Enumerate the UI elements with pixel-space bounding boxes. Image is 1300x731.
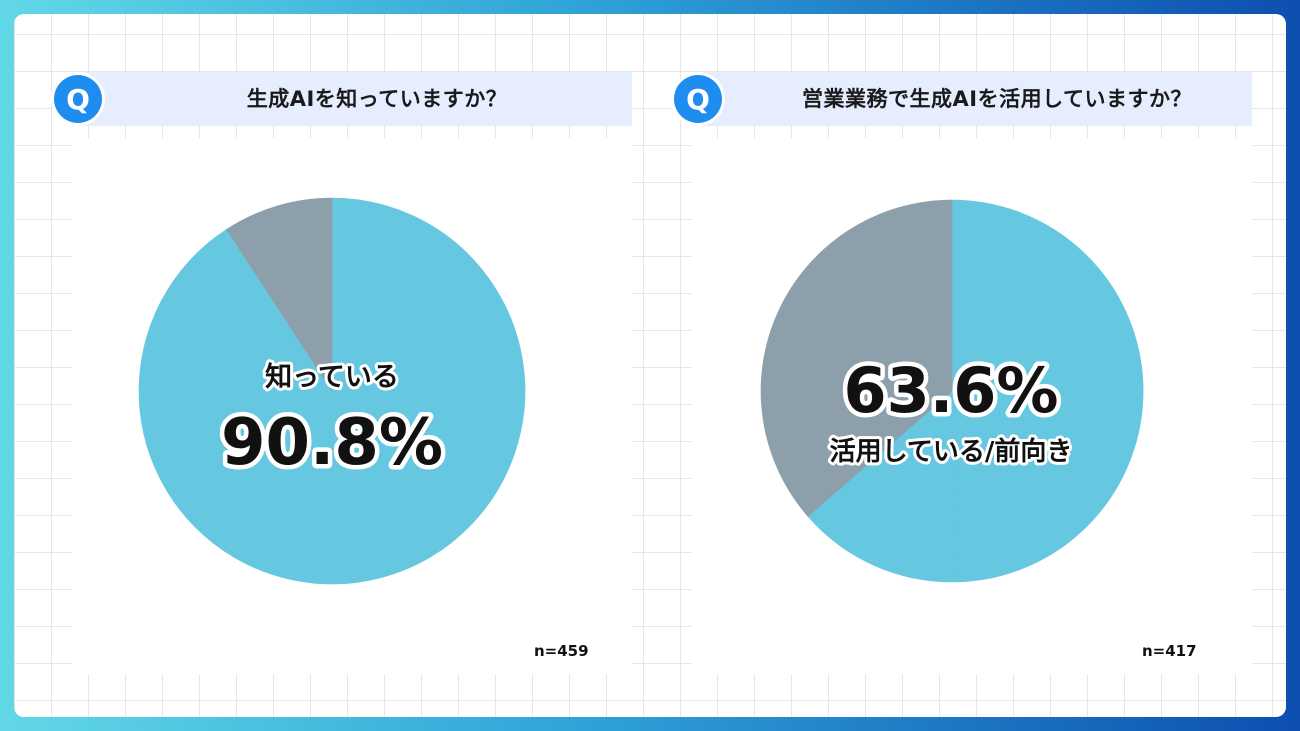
right-chart-panel: Q 営業業務で生成AIを活用していますか？ 63.6% 活用している/前向き n… xyxy=(671,72,1252,674)
center-label: 活用している/前向き xyxy=(830,436,1073,467)
pie-slice-1 xyxy=(807,390,959,583)
pie-chart: 63.6% 活用している/前向き xyxy=(760,199,1144,583)
pie-slices xyxy=(138,197,526,585)
pie-slice-2 xyxy=(760,199,953,517)
question-bar: Q 生成AIを知っていますか？ xyxy=(51,72,632,126)
q-badge-letter: Q xyxy=(686,83,710,116)
pie-slice-0 xyxy=(951,199,1144,583)
pie-chart: 知っている 90.8% xyxy=(138,197,526,585)
center-value: 63.6% xyxy=(843,354,1058,427)
question-title: 生成AIを知っていますか？ xyxy=(246,87,508,111)
sample-size: n=417 xyxy=(1142,642,1197,660)
q-badge-icon: Q xyxy=(51,72,105,126)
q-badge-letter: Q xyxy=(66,83,90,116)
q-badge-icon: Q xyxy=(671,72,725,126)
pie-slice-1 xyxy=(226,197,333,393)
center-value: 90.8% xyxy=(221,406,443,480)
center-label: 知っている xyxy=(265,362,399,393)
pie-slices xyxy=(760,199,1144,583)
sample-size: n=459 xyxy=(534,642,589,660)
left-chart-panel: Q 生成AIを知っていますか？ 知っている 90.8% n=459 xyxy=(51,72,632,674)
question-bar: Q 営業業務で生成AIを活用していますか？ xyxy=(671,72,1252,126)
card: Q 生成AIを知っていますか？ 知っている 90.8% n=459 Q 営業業務… xyxy=(14,14,1286,717)
question-title: 営業業務で生成AIを活用していますか？ xyxy=(802,87,1192,111)
